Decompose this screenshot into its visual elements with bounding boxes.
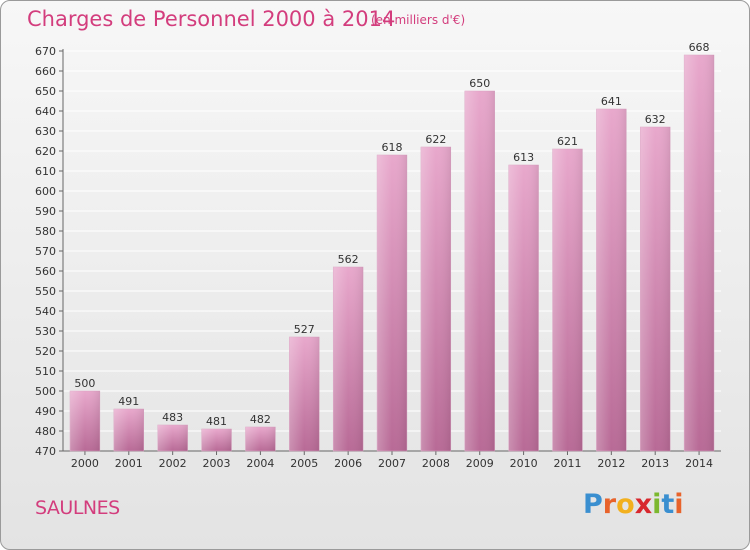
bar-shine [640,127,671,451]
logo-letter: i [652,489,662,520]
data-label: 650 [469,77,490,90]
y-tick-label: 540 [35,305,56,318]
logo-letter: t [661,489,675,520]
bar-shine [289,337,320,451]
x-tick-label: 2002 [159,457,187,470]
data-label: 613 [513,151,534,164]
y-tick-label: 610 [35,165,56,178]
chart-subtitle: (en milliers d'€) [371,13,466,27]
chart-title: Charges de Personnel 2000 à 2014 [27,7,396,31]
x-tick-label: 2013 [641,457,669,470]
data-label: 562 [338,253,359,266]
logo-letter: o [616,489,635,520]
y-tick-label: 480 [35,425,56,438]
bar-shine [377,155,407,451]
y-tick-label: 670 [35,45,56,58]
data-label: 482 [250,413,271,426]
y-tick-label: 530 [35,325,56,338]
y-tick-label: 600 [35,185,56,198]
y-tick-label: 660 [35,65,56,78]
x-tick-label: 2003 [203,457,231,470]
data-label: 641 [601,95,622,108]
y-tick-label: 550 [35,285,56,298]
y-tick-label: 650 [35,85,56,98]
y-tick-label: 590 [35,205,56,218]
x-tick-label: 2007 [378,457,406,470]
y-tick-label: 490 [35,405,56,418]
data-label: 621 [557,135,578,148]
logo-letter: x [634,489,653,520]
y-tick-label: 640 [35,105,56,118]
bar-shine [552,149,583,451]
commune-name: SAULNES [35,497,120,519]
bar-shine [420,147,451,451]
bar-shine [508,165,539,451]
y-tick-label: 520 [35,345,56,358]
bar-shine [596,109,627,451]
x-tick-label: 2014 [685,457,713,470]
bar-shine [684,55,714,451]
y-tick-label: 620 [35,145,56,158]
bar-shine [245,427,276,451]
x-tick-label: 2005 [290,457,318,470]
x-tick-label: 2004 [246,457,274,470]
data-labels: 500 491 483 481 482 527 562 618 622 650 613 621 641 6… [74,41,709,428]
logo-letter: P [583,489,603,520]
x-tick-label: 2009 [466,457,494,470]
x-tick-label: 2000 [71,457,99,470]
data-label: 527 [294,323,315,336]
y-tick-label: 630 [35,125,56,138]
bar-shine [113,409,144,451]
y-tick-label: 570 [35,245,56,258]
y-tick-label: 560 [35,265,56,278]
bar-shine [464,91,495,451]
x-tick-label: 2006 [334,457,362,470]
data-label: 491 [118,395,139,408]
x-tick-label: 2010 [510,457,538,470]
bar-shine [70,391,100,451]
data-label: 632 [645,113,666,126]
x-tick-label: 2011 [553,457,581,470]
bar-shine [157,425,188,451]
logo-letter: i [674,489,684,520]
data-label: 618 [382,141,403,154]
y-tick-label: 510 [35,365,56,378]
data-label: 500 [74,377,95,390]
logo-letter: r [602,489,617,520]
data-label: 481 [206,415,227,428]
y-tick-label: 470 [35,445,56,458]
data-label: 668 [689,41,710,54]
x-tick-label: 2008 [422,457,450,470]
y-tick-label: 580 [35,225,56,238]
x-tick-label: 2001 [115,457,143,470]
bar-shine [201,429,232,451]
x-tick-label: 2012 [597,457,625,470]
proxiti-logo[interactable]: Proxiti [583,489,684,520]
data-label: 483 [162,411,183,424]
data-label: 622 [425,133,446,146]
bar-shine [333,267,364,451]
bars [69,54,715,452]
y-tick-label: 500 [35,385,56,398]
